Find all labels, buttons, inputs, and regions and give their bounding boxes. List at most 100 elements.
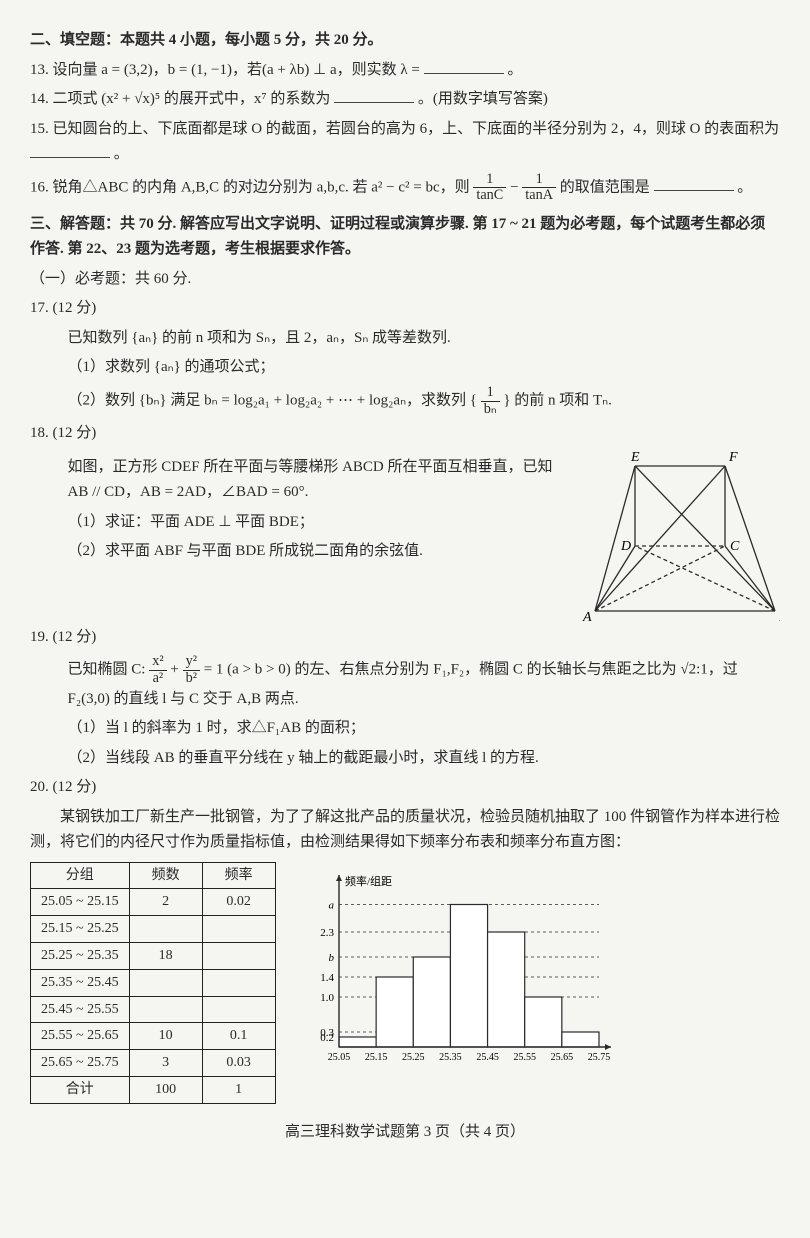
table-row: 25.55 ~ 25.65100.1 (31, 1023, 276, 1050)
table-cell: 1 (202, 1076, 275, 1103)
q13-tail: 。 (507, 62, 522, 78)
table-row: 25.65 ~ 25.7530.03 (31, 1050, 276, 1077)
table-cell (129, 996, 202, 1023)
frac-d: bₙ (481, 402, 500, 418)
q18-row: 如图，正方形 CDEF 所在平面与等腰梯形 ABCD 所在平面互相垂直，已知 A… (30, 451, 780, 621)
svg-text:25.35: 25.35 (439, 1052, 462, 1063)
table-cell: 25.45 ~ 25.55 (31, 996, 130, 1023)
q13-blank (424, 58, 504, 74)
q20-intro: 某钢铁加工厂新生产一批钢管，为了了解这批产品的质量状况，检验员随机抽取了 100… (30, 805, 780, 856)
table-cell: 0.02 (202, 889, 275, 916)
svg-text:频率/组距: 频率/组距 (345, 874, 392, 888)
table-cell (202, 942, 275, 969)
frac-d: b² (183, 671, 200, 687)
table-cell: 25.35 ~ 25.45 (31, 969, 130, 996)
table-cell (202, 969, 275, 996)
q20-head: 20. (12 分) (30, 775, 780, 801)
q19-l1a: 已知椭圆 C: (68, 662, 150, 678)
q18-l2: （1）求证：平面 ADE ⊥ 平面 BDE； (68, 510, 571, 536)
table-cell: 合计 (31, 1076, 130, 1103)
q19-plus: + (170, 662, 182, 678)
table-cell: 25.55 ~ 25.65 (31, 1023, 130, 1050)
q15-text: 15. 已知圆台的上、下底面都是球 O 的截面，若圆台的高为 6，上、下底面的半… (30, 121, 779, 137)
svg-text:25.55: 25.55 (513, 1052, 536, 1063)
q16-b: 的取值范围是 (560, 179, 654, 195)
table-row: 25.15 ~ 25.25 (31, 916, 276, 943)
q17-l2: （1）求数列 {aₙ} 的通项公式； (68, 355, 781, 381)
frac-d: tanC (473, 188, 506, 204)
q16-mid: − (510, 179, 522, 195)
table-row: 25.45 ~ 25.55 (31, 996, 276, 1023)
q17-l1: 已知数列 {aₙ} 的前 n 项和为 Sₙ，且 2，aₙ，Sₙ 成等差数列. (68, 326, 781, 352)
table-row: 合计1001 (31, 1076, 276, 1103)
section3-part1: （一）必考题：共 60 分. (30, 267, 780, 293)
q17-l3a: （2）数列 {bₙ} 满足 bₙ = log₂a₁ + log₂a₂ + ⋯ +… (68, 392, 481, 408)
table-cell (129, 969, 202, 996)
table-cell: 3 (129, 1050, 202, 1077)
table-cell: 25.05 ~ 25.15 (31, 889, 130, 916)
q17-l3: （2）数列 {bₙ} 满足 bₙ = log₂a₁ + log₂a₂ + ⋯ +… (68, 385, 781, 417)
q19-l2: （1）当 l 的斜率为 1 时，求△F₁AB 的面积； (68, 716, 781, 742)
table-cell: 18 (129, 942, 202, 969)
svg-text:25.15: 25.15 (364, 1052, 387, 1063)
table-cell: 2 (129, 889, 202, 916)
table-cell: 100 (129, 1076, 202, 1103)
q19-l1b: = 1 (a > b > 0) 的左、右焦点分别为 F₁,F₂，椭圆 C 的长轴… (68, 662, 738, 707)
q18-l3: （2）求平面 ABF 与平面 BDE 所成锐二面角的余弦值. (68, 539, 571, 565)
svg-text:F: F (728, 451, 738, 465)
svg-text:0.3: 0.3 (320, 1027, 334, 1039)
q15: 15. 已知圆台的上、下底面都是球 O 的截面，若圆台的高为 6，上、下底面的半… (30, 117, 780, 168)
q19-l1: 已知椭圆 C: x² a² + y² b² = 1 (a > b > 0) 的左… (68, 654, 781, 712)
frac-n: 1 (481, 385, 500, 402)
table-cell: 0.1 (202, 1023, 275, 1050)
section3-header: 三、解答题：共 70 分. 解答应写出文字说明、证明过程或演算步骤. 第 17 … (30, 212, 780, 263)
table-cell: 25.25 ~ 25.35 (31, 942, 130, 969)
svg-text:a: a (328, 899, 334, 911)
table-header: 频率 (202, 862, 275, 889)
q16-frac2: 1 tanA (522, 172, 556, 204)
table-header: 分组 (31, 862, 130, 889)
q18-head: 18. (12 分) (30, 421, 780, 447)
svg-text:A: A (582, 610, 592, 621)
q16: 16. 锐角△ABC 的内角 A,B,C 的对边分别为 a,b,c. 若 a² … (30, 172, 780, 204)
svg-text:25.75: 25.75 (587, 1052, 610, 1063)
q16-frac1: 1 tanC (473, 172, 506, 204)
q17-l3b: } 的前 n 项和 Tₙ. (503, 392, 612, 408)
frac-n: x² (149, 654, 166, 671)
frac-d: a² (149, 671, 166, 687)
table-cell: 25.65 ~ 25.75 (31, 1050, 130, 1077)
table-row: 25.05 ~ 25.1520.02 (31, 889, 276, 916)
table-cell (202, 916, 275, 943)
q17-head: 17. (12 分) (30, 296, 780, 322)
q17-frac: 1 bₙ (481, 385, 500, 417)
table-row: 25.35 ~ 25.45 (31, 969, 276, 996)
q20-table: 分组频数频率 25.05 ~ 25.1520.0225.15 ~ 25.2525… (30, 862, 276, 1104)
table-header: 频数 (129, 862, 202, 889)
svg-text:C: C (730, 539, 740, 554)
svg-text:2.3: 2.3 (320, 927, 334, 939)
table-row: 25.25 ~ 25.3518 (31, 942, 276, 969)
q16-tail: 。 (737, 179, 752, 195)
q19-l3: （2）当线段 AB 的垂直平分线在 y 轴上的截距最小时，求直线 l 的方程. (68, 746, 781, 772)
q14-text: 14. 二项式 (x² + √x)⁵ 的展开式中，x⁷ 的系数为 (30, 91, 334, 107)
q18-l1: 如图，正方形 CDEF 所在平面与等腰梯形 ABCD 所在平面互相垂直，已知 A… (68, 455, 571, 506)
q20-row: 分组频数频率 25.05 ~ 25.1520.0225.15 ~ 25.2525… (30, 862, 780, 1104)
table-cell: 25.15 ~ 25.25 (31, 916, 130, 943)
q19-head: 19. (12 分) (30, 625, 780, 651)
q13-text: 13. 设向量 a = (3,2)，b = (1, −1)，若(a + λb) … (30, 62, 424, 78)
svg-text:25.45: 25.45 (476, 1052, 499, 1063)
table-cell: 0.03 (202, 1050, 275, 1077)
table-cell (129, 916, 202, 943)
section2-header: 二、填空题：本题共 4 小题，每小题 5 分，共 20 分。 (30, 28, 780, 54)
q20-histogram: 0.20.31.01.4b2.3a25.0525.1525.2525.3525.… (294, 862, 624, 1072)
table-cell: 10 (129, 1023, 202, 1050)
frac-n: 1 (522, 172, 556, 189)
frac-n: y² (183, 654, 200, 671)
svg-text:D: D (620, 539, 631, 554)
frac-n: 1 (473, 172, 506, 189)
svg-text:E: E (630, 451, 640, 465)
q19-frac1: x² a² (149, 654, 166, 686)
svg-text:25.25: 25.25 (402, 1052, 425, 1063)
svg-text:25.05: 25.05 (327, 1052, 350, 1063)
q19-frac2: y² b² (183, 654, 200, 686)
